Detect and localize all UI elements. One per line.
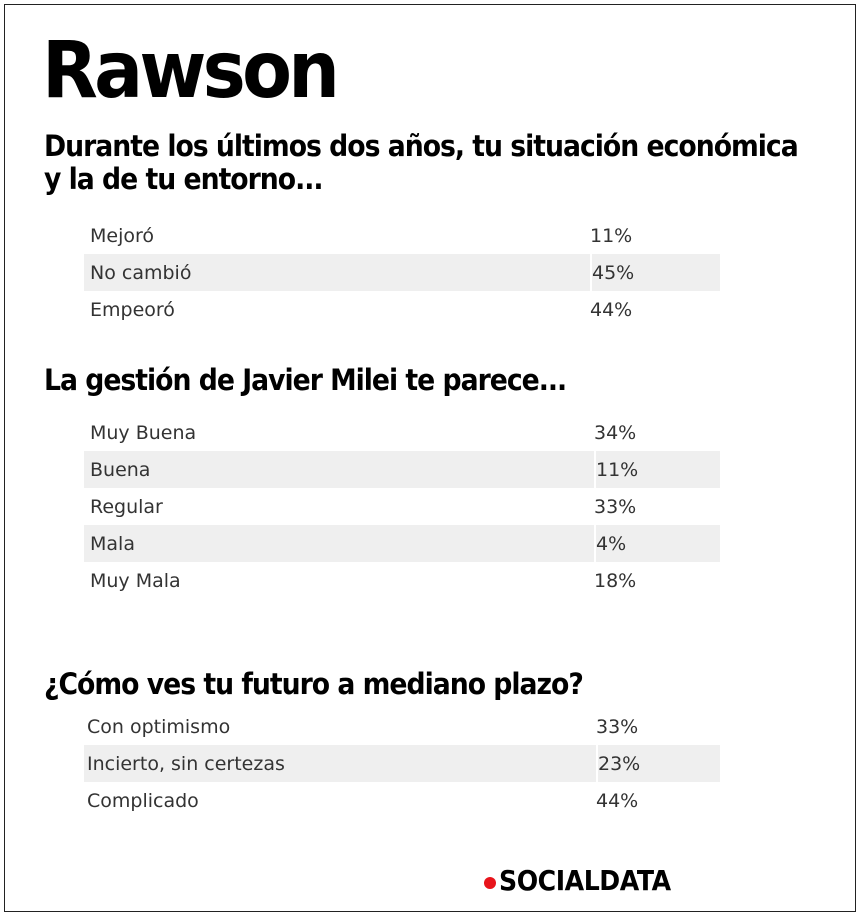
results-table-milei-management: Muy Buena 34% Buena 11% Regular 33% Mala… (84, 414, 720, 599)
question-line: Durante los últimos dos años, tu situaci… (44, 129, 799, 163)
cell-divider (594, 525, 596, 562)
row-value: 34% (594, 421, 637, 444)
row-label: Complicado (87, 789, 199, 812)
row-value: 4% (596, 532, 627, 555)
cell-divider (596, 745, 598, 782)
row-value: 33% (596, 715, 639, 738)
table-row: Incierto, sin certezas 23% (84, 745, 720, 782)
results-table-economic-situation: Mejoró 11% No cambió 45% Empeoró 44% (84, 217, 720, 328)
table-row: Muy Buena 34% (84, 414, 720, 451)
row-value: 18% (594, 569, 637, 592)
row-label: Con optimismo (87, 715, 231, 738)
socialdata-logo: SOCIALDATA (484, 864, 690, 897)
brand-name: SOCIALDATA (499, 864, 671, 897)
row-value: 45% (592, 261, 635, 284)
row-label: No cambió (90, 261, 192, 284)
table-row: Muy Mala 18% (84, 562, 720, 599)
cell-divider (590, 254, 592, 291)
cell-divider (594, 451, 596, 488)
table-row: Mejoró 11% (84, 217, 720, 254)
row-label: Empeoró (90, 298, 175, 321)
table-row: Complicado 44% (84, 782, 720, 819)
question-milei-management: La gestión de Javier Milei te parece... (44, 363, 567, 397)
row-value: 44% (596, 789, 639, 812)
row-label: Muy Mala (90, 569, 181, 592)
row-label: Mejoró (90, 224, 155, 247)
question-line: y la de tu entorno... (44, 162, 323, 196)
row-value: 23% (598, 752, 641, 775)
table-row: Mala 4% (84, 525, 720, 562)
row-label: Buena (90, 458, 151, 481)
question-economic-situation: Durante los últimos dos años, tu situaci… (44, 129, 799, 196)
table-row: No cambió 45% (84, 254, 720, 291)
row-label: Incierto, sin certezas (87, 752, 285, 775)
table-row: Empeoró 44% (84, 291, 720, 328)
results-table-future-outlook: Con optimismo 33% Incierto, sin certezas… (84, 708, 720, 819)
row-value: 11% (590, 224, 633, 247)
row-label: Muy Buena (90, 421, 197, 444)
table-row: Regular 33% (84, 488, 720, 525)
question-future-outlook: ¿Cómo ves tu futuro a mediano plazo? (44, 667, 584, 701)
row-value: 11% (596, 458, 639, 481)
page-title: Rawson (42, 26, 340, 116)
table-row: Buena 11% (84, 451, 720, 488)
red-dot-icon (484, 877, 496, 889)
row-value: 44% (590, 298, 633, 321)
row-label: Regular (90, 495, 163, 518)
table-row: Con optimismo 33% (84, 708, 720, 745)
row-value: 33% (594, 495, 637, 518)
row-label: Mala (90, 532, 135, 555)
